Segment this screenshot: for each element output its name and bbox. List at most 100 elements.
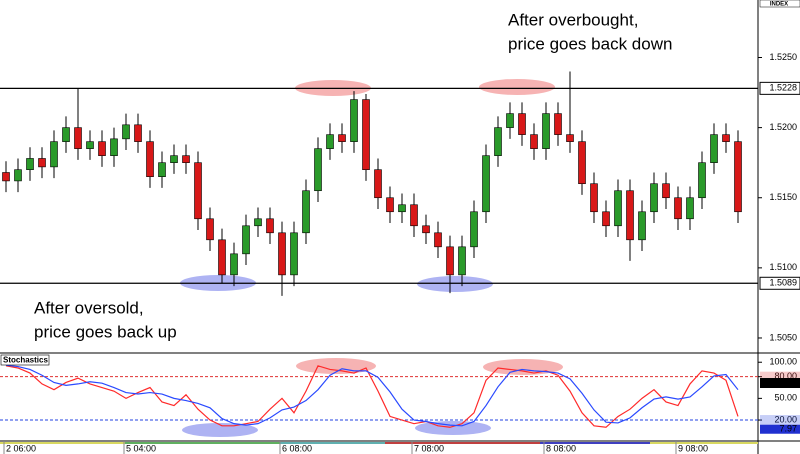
y-tick-label: 1.5200: [769, 122, 797, 132]
candle-body: [350, 99, 358, 142]
candle-body: [302, 190, 310, 234]
candle-body: [134, 124, 142, 142]
candle-body: [542, 113, 550, 149]
annotation: price goes back down: [508, 34, 672, 53]
candle-body: [86, 141, 94, 149]
candle-body: [446, 246, 454, 276]
x-tick-label: 9 08:00: [678, 443, 708, 453]
candle-body: [206, 218, 214, 241]
candle-body: [518, 113, 526, 135]
candle-body: [398, 204, 406, 213]
candle-body: [314, 148, 322, 192]
highlight: [182, 423, 258, 437]
candle-body: [470, 211, 478, 248]
candle-body: [626, 190, 634, 241]
candle-body: [566, 134, 574, 142]
stoch-line: [5, 364, 739, 427]
candle-body: [98, 141, 106, 156]
annotation: After oversold,: [34, 298, 144, 317]
last-price-box: [760, 378, 800, 388]
candle-body: [182, 155, 190, 163]
candle-body: [662, 183, 670, 199]
y-tick-label: 100.00: [769, 357, 797, 367]
candle-body: [278, 232, 286, 276]
candle-body: [218, 239, 226, 276]
y-tick-label: 1.5250: [769, 52, 797, 62]
y-tick-label: 1.5050: [769, 332, 797, 342]
candle-body: [386, 197, 394, 213]
candle-body: [158, 162, 166, 178]
candle-body: [338, 134, 346, 142]
candle-body: [110, 138, 118, 156]
candle-body: [2, 172, 10, 182]
candle-body: [458, 246, 466, 276]
candle-body: [14, 169, 22, 182]
level-box: [760, 415, 800, 426]
session-bar: [280, 442, 385, 444]
candle-body: [698, 162, 706, 199]
candle-body: [650, 183, 658, 213]
last-value-box: [760, 424, 800, 434]
annotation: After overbought,: [508, 10, 638, 29]
candle-body: [374, 169, 382, 199]
highlight: [479, 79, 555, 95]
x-tick-label: 8 08:00: [546, 443, 576, 453]
candle-body: [734, 141, 742, 213]
candle-body: [638, 211, 646, 241]
candle-body: [122, 124, 130, 140]
candle-body: [194, 162, 202, 220]
candle-body: [38, 158, 46, 168]
candle-body: [602, 211, 610, 227]
last-price: 1.5019: [769, 377, 797, 387]
x-tick-label: 7 08:00: [414, 443, 444, 453]
candle-body: [62, 127, 70, 142]
candle-body: [50, 141, 58, 168]
candle-body: [362, 99, 370, 170]
y-tick-label: 50.00: [774, 393, 797, 403]
candle-body: [686, 197, 694, 220]
session-bar: [0, 442, 125, 444]
candle-body: [326, 134, 334, 149]
candle-body: [410, 204, 418, 227]
index-box: [759, 0, 800, 8]
candle-body: [290, 232, 298, 276]
highlight: [417, 276, 493, 292]
candle-body: [674, 197, 682, 220]
stoch-line: [5, 365, 739, 428]
candle-body: [554, 113, 562, 135]
session-bar: [385, 442, 540, 444]
candle-body: [614, 190, 622, 227]
x-tick-label: 2 06:00: [6, 443, 36, 453]
candle-body: [146, 141, 154, 178]
candle-body: [506, 113, 514, 128]
candle-body: [26, 158, 34, 170]
candle-body: [578, 141, 586, 185]
candle-body: [722, 134, 730, 142]
session-bar: [650, 442, 758, 444]
level-box: [760, 371, 800, 382]
panel-title-box: [0, 354, 50, 366]
session-bar: [125, 442, 280, 444]
highlight: [415, 421, 491, 435]
candle-body: [74, 127, 82, 149]
reference-label: 1.5089: [769, 278, 797, 288]
y-tick-label: 80.00: [774, 371, 797, 381]
x-tick-label: 5 04:00: [126, 443, 156, 453]
annotation: price goes back up: [34, 322, 177, 341]
candle-body: [434, 232, 442, 248]
reference-label-box: [759, 276, 800, 290]
candle-body: [422, 225, 430, 234]
candle-body: [590, 183, 598, 213]
y-tick-label: 20.00: [774, 414, 797, 424]
reference-label: 1.5228: [769, 83, 797, 93]
candle-body: [710, 134, 718, 163]
candle-body: [242, 225, 250, 255]
candle-body: [530, 134, 538, 149]
x-tick-label: 6 08:00: [282, 443, 312, 453]
y-tick-label: 1.5150: [769, 192, 797, 202]
candle-body: [494, 127, 502, 156]
y-tick-label: 1.5100: [769, 262, 797, 272]
index-label: INDEX: [770, 2, 788, 8]
